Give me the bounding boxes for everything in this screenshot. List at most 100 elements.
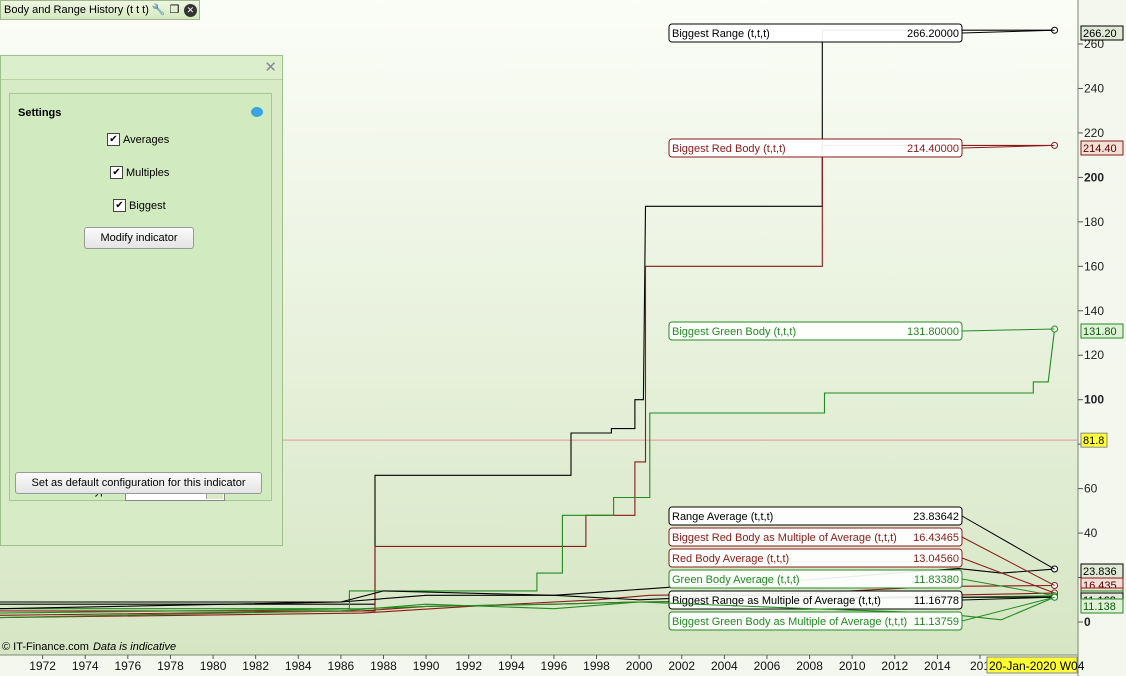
y-tick-label: 40 [1084, 526, 1098, 540]
axis-value-tag [1080, 598, 1124, 614]
series-4: Biggest Red Body as Multiple of Average … [0, 527, 1124, 619]
series-label-name: Biggest Range as Multiple of Average (t,… [672, 595, 881, 607]
series-label-name: Biggest Range (t,t,t) [672, 28, 770, 40]
axis-value-label: 214.40 [1083, 143, 1117, 155]
help-bubble-icon[interactable] [251, 107, 263, 117]
label-connector [961, 578, 1055, 597]
series-1: Biggest Red Body (t,t,t) 214.40000 214.40 [0, 138, 1124, 612]
series-line [0, 328, 1056, 610]
label-connector [961, 144, 1055, 149]
x-tick-label: 2006 [754, 659, 781, 673]
series-line [0, 596, 1055, 621]
y-tick-label: 60 [1084, 482, 1098, 496]
label-connector [961, 328, 1055, 332]
y-tick-label: 120 [1084, 348, 1104, 362]
series-8: Biggest Green Body as Multiple of Averag… [0, 593, 1124, 631]
y-tick-label: 200 [1084, 170, 1104, 184]
label-connector [961, 596, 1055, 601]
set-default-button[interactable]: Set as default configuration for this in… [15, 472, 262, 494]
label-connector [961, 515, 1055, 570]
x-tick-label: 201 [970, 659, 990, 673]
series-0: Biggest Range (t,t,t) 266.20000 266.20 [0, 23, 1124, 605]
x-tick-label: 1996 [541, 659, 568, 673]
checkbox-averages-box[interactable]: ✔ [107, 133, 120, 146]
series-label-name: Biggest Red Body (t,t,t) [672, 143, 786, 155]
series-7: Biggest Range as Multiple of Average (t,… [0, 590, 1124, 610]
series-label-box [668, 548, 963, 568]
checkbox-biggest-label: Biggest [129, 199, 166, 212]
series-label-box [668, 506, 963, 526]
series-label-name: Biggest Green Body as Multiple of Averag… [672, 616, 907, 628]
series-label-value: 11.13759 [914, 616, 959, 628]
checkbox-averages-label: Averages [123, 133, 170, 146]
x-tick-label: 1990 [413, 659, 440, 673]
biggest-checkbox[interactable]: ✔ Biggest [113, 199, 166, 212]
x-tick-label: 1986 [328, 659, 355, 673]
series-label-value: 13.04560 [913, 553, 959, 565]
axis-value-tag [1080, 25, 1124, 41]
axis-value-label: 23.836 [1083, 566, 1117, 578]
axis-value-label: 266.20 [1083, 28, 1117, 40]
modify-indicator-button[interactable]: Modify indicator [84, 227, 194, 249]
series-label-box [668, 138, 963, 158]
x-tick-label: 1988 [370, 659, 397, 673]
multiples-checkbox[interactable]: ✔ Multiples [110, 166, 169, 179]
x-tick-label: 1978 [157, 659, 184, 673]
x-axis-background [0, 655, 1078, 676]
series-label-value: 23.83642 [913, 511, 959, 523]
credit-line: © IT-Finance.com Data is indicative [2, 641, 176, 653]
series-2: Biggest Green Body (t,t,t) 131.80000 131.8… [0, 321, 1124, 610]
series-label-value: 266.20000 [907, 28, 959, 40]
series-label-box [668, 527, 963, 547]
y-tick-label: 0 [1084, 615, 1091, 629]
close-icon[interactable]: ✕ [183, 3, 197, 17]
x-tick-label: 1976 [114, 659, 141, 673]
series-3: Range Average (t,t,t) 23.83642 23.836 [0, 506, 1124, 610]
checkbox-multiples-box[interactable]: ✔ [110, 166, 123, 179]
series-label-value: 11.16778 [914, 595, 959, 607]
wrench-icon[interactable]: 🔧 [151, 3, 166, 16]
x-tick-label: 1994 [498, 659, 525, 673]
crosshair-flag: 81.8 [1080, 432, 1108, 448]
date-flag: 20-Jan-2020 W04 [986, 656, 1085, 674]
label-connector [961, 536, 1055, 586]
series-label-value: 16.43465 [913, 532, 959, 544]
series-label-name: Biggest Green Body (t,t,t) [672, 326, 796, 338]
y-tick-label: 160 [1084, 259, 1104, 273]
series-label-name: Green Body Average (t,t,t) [672, 574, 800, 586]
series-line [0, 144, 1055, 612]
x-tick-label: 2010 [839, 659, 866, 673]
popup-header: ✕ [1, 56, 282, 80]
x-tick-label: 2000 [626, 659, 653, 673]
label-connector [961, 557, 1055, 594]
averages-checkbox[interactable]: ✔ Averages [107, 133, 169, 146]
series-label-box [668, 321, 963, 341]
indicator-title: Body and Range History (t t t) [4, 4, 149, 16]
series-label-value: 11.83380 [914, 574, 959, 586]
series-label-box [668, 569, 963, 589]
checkbox-multiples-label: Multiples [126, 166, 170, 179]
credit-brand: © IT-Finance.com [2, 641, 89, 653]
x-tick-label: 2008 [796, 659, 823, 673]
y-tick-label: 220 [1084, 126, 1104, 140]
maximize-icon[interactable]: ❐ [169, 3, 180, 16]
crosshair-flag-label: 81.8 [1083, 435, 1104, 447]
series-label-name: Red Body Average (t,t,t) [672, 553, 789, 565]
axis-value-tag [1080, 323, 1124, 339]
label-connector [961, 29, 1055, 34]
series-label-name: Range Average (t,t,t) [672, 511, 773, 523]
x-tick-label: 1984 [285, 659, 312, 673]
checkbox-biggest-box[interactable]: ✔ [113, 199, 126, 212]
indicator-title-bar[interactable]: Body and Range History (t t t) 🔧 ❐ ✕ [0, 0, 200, 20]
label-connector [961, 596, 1055, 622]
series-line [0, 29, 1055, 605]
x-tick-label: 2012 [881, 659, 908, 673]
series-label-box [668, 23, 963, 43]
series-label-name: Biggest Red Body as Multiple of Average … [672, 532, 897, 544]
series-label-value: 131.80000 [907, 326, 959, 338]
y-tick-label: 140 [1084, 304, 1104, 318]
crosshair-flag-box [1080, 432, 1108, 448]
popup-close-icon[interactable]: ✕ [264, 59, 277, 76]
x-tick-label: 2004 [711, 659, 738, 673]
